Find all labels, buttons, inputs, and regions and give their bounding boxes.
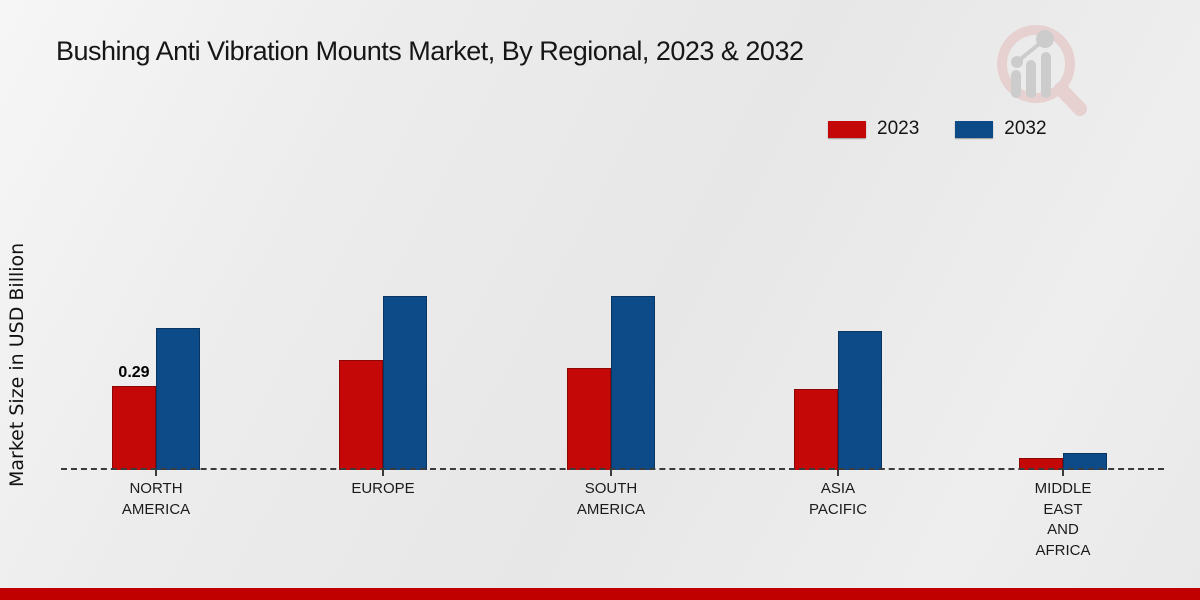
x-axis-tick-europe — [382, 470, 384, 476]
bar-2032-middle-east-and-africa — [1063, 453, 1107, 470]
legend-item-2032: 2032 — [955, 118, 1047, 140]
bar-2023-middle-east-and-africa — [1019, 458, 1063, 470]
chart-title: Bushing Anti Vibration Mounts Market, By… — [56, 36, 804, 66]
bar-2023-europe — [339, 360, 383, 470]
legend: 2023 2032 — [828, 118, 1047, 140]
category-label-south-america: SOUTH AMERICA — [576, 480, 646, 518]
category-label-middle-east-and-africa: MIDDLE EAST AND AFRICA — [1034, 480, 1092, 560]
data-label-2023-north-america: 0.29 — [118, 364, 150, 381]
legend-swatch-2032 — [955, 120, 994, 138]
x-axis-tick-middle-east-and-africa — [1062, 470, 1064, 476]
bar-2023-south-america — [567, 368, 611, 470]
bar-2032-south-america — [611, 296, 655, 470]
legend-label-2032: 2032 — [1004, 118, 1047, 139]
x-axis-tick-asia-pacific — [837, 470, 839, 476]
category-label-north-america: NORTH AMERICA — [121, 480, 191, 518]
bar-2023-north-america — [112, 386, 156, 470]
legend-label-2023: 2023 — [877, 118, 920, 139]
x-axis-baseline — [61, 468, 1164, 470]
bar-2032-north-america — [156, 328, 200, 470]
category-label-asia-pacific: ASIA PACIFIC — [808, 480, 868, 518]
bar-2032-europe — [383, 296, 427, 470]
category-label-europe: EUROPE — [351, 480, 415, 497]
bar-2032-asia-pacific — [838, 331, 882, 470]
legend-item-2023: 2023 — [828, 118, 919, 140]
bar-2023-asia-pacific — [794, 389, 838, 470]
x-axis-tick-north-america — [155, 470, 157, 476]
x-axis-tick-south-america — [610, 470, 612, 476]
legend-swatch-2023 — [828, 120, 866, 138]
magnifier-chart-logo-icon — [997, 25, 1087, 116]
footer-stripe — [0, 588, 1200, 600]
